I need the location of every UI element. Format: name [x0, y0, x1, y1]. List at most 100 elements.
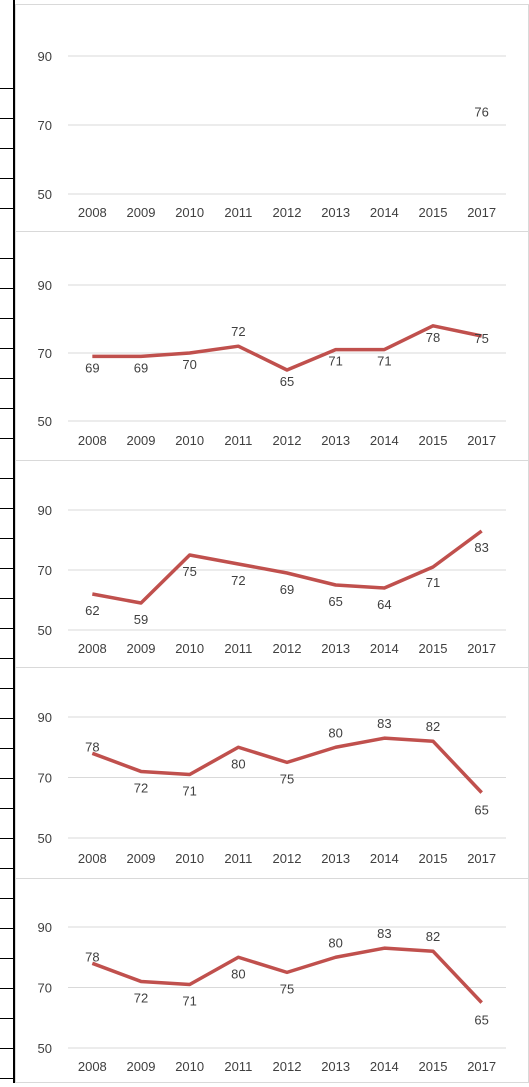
- margin-tick: [0, 928, 14, 929]
- y-tick-label: 70: [38, 118, 52, 133]
- x-tick-label: 2017: [467, 1059, 496, 1074]
- x-tick-label: 2008: [78, 1059, 107, 1074]
- margin-tick: [0, 988, 14, 989]
- line-chart-3: 50 70 90 2008 2009 2010 2011 2012 2013 2014 2015 20…: [38, 503, 506, 656]
- data-label: 64: [377, 597, 391, 612]
- data-label: 59: [134, 612, 148, 627]
- margin-tick: [0, 958, 14, 959]
- x-tick-label: 2015: [419, 205, 448, 220]
- margin-tick: [0, 378, 14, 379]
- y-tick-label: 90: [38, 49, 52, 64]
- x-tick-label: 2009: [127, 641, 156, 656]
- margin-tick: [0, 438, 14, 439]
- series-line: [91, 736, 483, 794]
- y-tick-label: 90: [38, 920, 52, 935]
- x-tick-label: 2014: [370, 641, 399, 656]
- x-tick-label: 2012: [273, 433, 302, 448]
- series-line: [92, 529, 483, 605]
- margin-tick: [0, 1078, 14, 1079]
- margin-tick: [0, 538, 14, 539]
- x-tick-label: 2011: [224, 433, 252, 448]
- x-tick-label: 2009: [127, 1059, 156, 1074]
- y-tick-label: 50: [38, 623, 52, 638]
- data-label: 75: [280, 771, 294, 786]
- margin-tick: [0, 408, 14, 409]
- data-label: 71: [182, 783, 196, 798]
- line-chart-4: 50 70 90 2008 2009 2010 2011 2012 2013 2014 2015 20…: [38, 710, 506, 866]
- data-label: 69: [280, 582, 294, 597]
- y-tick-label: 50: [38, 414, 52, 429]
- x-tick-label: 2015: [419, 641, 448, 656]
- left-edge-line: [13, 0, 15, 1083]
- data-label: 80: [231, 756, 245, 771]
- series-line: [91, 946, 483, 1004]
- margin-tick: [0, 778, 14, 779]
- x-tick-label: 2009: [127, 433, 156, 448]
- x-tick-label: 2013: [321, 205, 350, 220]
- data-label: 83: [377, 716, 391, 731]
- chart-panel-2: 50 70 90 2008 2009 2010 2011 2012 2013 2014 2015 20…: [15, 231, 529, 461]
- data-label: 75: [474, 331, 488, 346]
- y-tick-label: 90: [38, 503, 52, 518]
- data-label: 75: [182, 564, 196, 579]
- data-label: 72: [134, 990, 148, 1005]
- data-label: 76: [474, 104, 488, 119]
- y-tick-label: 70: [38, 563, 52, 578]
- data-label: 75: [280, 981, 294, 996]
- margin-tick: [0, 628, 14, 629]
- x-tick-label: 2014: [370, 1059, 399, 1074]
- margin-tick: [0, 868, 14, 869]
- margin-tick: [0, 208, 14, 209]
- x-tick-label: 2013: [321, 641, 350, 656]
- data-label: 71: [426, 575, 440, 590]
- data-label: 82: [426, 719, 440, 734]
- data-label: 70: [182, 357, 196, 372]
- chart-panel-5: 50 70 90 2008 2009 2010 2011 2012 2013 2014 2015 20…: [15, 878, 529, 1083]
- data-label: 71: [377, 354, 391, 369]
- data-label: 65: [328, 594, 342, 609]
- data-label: 65: [474, 803, 488, 818]
- margin-tick: [0, 838, 14, 839]
- margin-tick: [0, 148, 14, 149]
- x-tick-label: 2013: [321, 433, 350, 448]
- data-label: 80: [231, 966, 245, 981]
- x-tick-label: 2017: [467, 851, 496, 866]
- x-tick-label: 2012: [273, 205, 302, 220]
- x-tick-label: 2008: [78, 851, 107, 866]
- data-label: 72: [231, 324, 245, 339]
- data-label: 72: [231, 573, 245, 588]
- margin-tick: [0, 1048, 14, 1049]
- x-tick-label: 2010: [175, 641, 204, 656]
- x-tick-label: 2015: [419, 433, 448, 448]
- line-chart-1: 50 70 90 2008 2009 2010 2011 2012 2013 2014 2015 20…: [38, 49, 506, 220]
- data-label: 62: [85, 603, 99, 618]
- y-tick-label: 70: [38, 346, 52, 361]
- x-tick-label: 2014: [370, 851, 399, 866]
- y-tick-label: 90: [38, 710, 52, 725]
- chart-panel-3: 50 70 90 2008 2009 2010 2011 2012 2013 2014 2015 20…: [15, 460, 529, 668]
- data-label: 65: [474, 1013, 488, 1028]
- charts-stack: 50 70 90 2008 2009 2010 2011 2012 2013 2014 2015 20…: [15, 0, 529, 1083]
- margin-tick: [0, 808, 14, 809]
- x-tick-label: 2010: [175, 851, 204, 866]
- margin-tick: [0, 688, 14, 689]
- y-tick-label: 90: [38, 278, 52, 293]
- y-tick-label: 50: [38, 1041, 52, 1056]
- x-tick-label: 2015: [419, 1059, 448, 1074]
- x-tick-label: 2011: [224, 851, 252, 866]
- x-tick-label: 2010: [175, 1059, 204, 1074]
- margin-tick: [0, 348, 14, 349]
- data-label: 80: [328, 725, 342, 740]
- x-tick-label: 2014: [370, 433, 399, 448]
- margin-tick: [0, 288, 14, 289]
- data-label: 78: [85, 949, 99, 964]
- series-line: [92, 324, 483, 372]
- data-label: 72: [134, 780, 148, 795]
- data-label: 83: [474, 540, 488, 555]
- margin-tick: [0, 658, 14, 659]
- x-tick-label: 2011: [224, 205, 252, 220]
- margin-tick: [0, 1018, 14, 1019]
- x-tick-label: 2011: [224, 641, 252, 656]
- margin-tick: [0, 88, 14, 89]
- chart-panel-4: 50 70 90 2008 2009 2010 2011 2012 2013 2014 2015 20…: [15, 667, 529, 879]
